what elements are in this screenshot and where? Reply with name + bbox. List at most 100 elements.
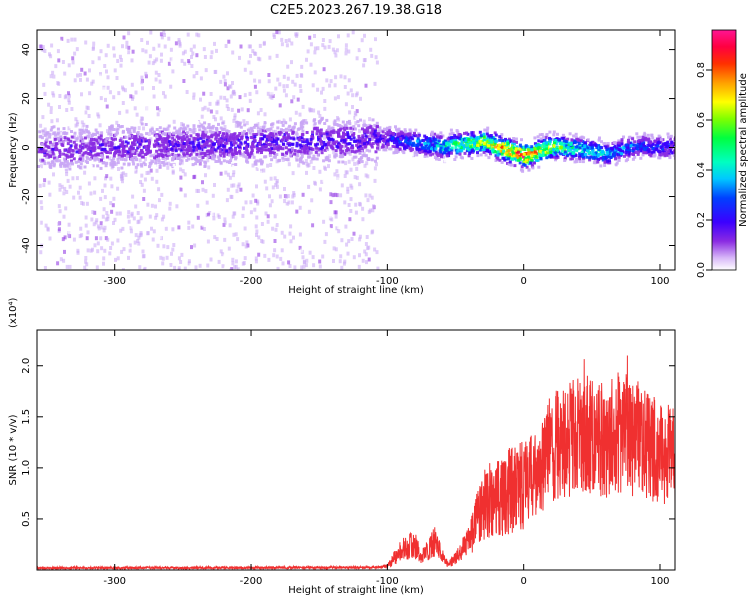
heat-cell — [254, 224, 258, 229]
heat-cell — [273, 248, 277, 253]
heat-cell — [55, 148, 58, 152]
heat-cell — [287, 126, 291, 131]
heat-cell — [158, 235, 162, 240]
heat-cell — [665, 151, 669, 155]
heat-cell — [429, 139, 433, 143]
heat-cell — [336, 141, 340, 145]
heat-cell — [221, 151, 225, 155]
heat-cell — [190, 245, 193, 250]
heat-cell — [529, 161, 533, 165]
heat-cell — [357, 147, 361, 151]
heat-cell — [572, 151, 576, 155]
heat-cell — [230, 148, 234, 152]
heat-cell — [133, 155, 137, 159]
heat-cell — [337, 117, 341, 122]
heat-cell — [179, 148, 183, 152]
heat-cell — [127, 50, 131, 55]
heat-cell — [86, 156, 89, 160]
heat-cell — [146, 202, 150, 207]
heat-cell — [598, 145, 602, 149]
heat-cell — [346, 251, 350, 256]
heat-cell — [669, 144, 673, 148]
heat-cell — [162, 223, 166, 227]
heat-cell — [217, 137, 221, 141]
heat-cell — [360, 156, 364, 159]
heat-cell — [121, 140, 124, 144]
heat-cell — [329, 144, 333, 148]
heat-cell — [462, 143, 466, 147]
heat-cell — [358, 128, 362, 133]
heat-cell — [341, 160, 345, 164]
heat-cell — [274, 117, 278, 121]
heat-cell — [85, 201, 89, 206]
heat-cell — [104, 141, 108, 145]
heat-cell — [141, 86, 144, 91]
heat-cell — [92, 138, 96, 141]
heat-cell — [561, 133, 565, 137]
heat-cell — [272, 35, 276, 39]
heat-cell — [323, 239, 327, 244]
heat-cell — [254, 120, 258, 125]
heat-cell — [273, 214, 277, 219]
heat-cell — [385, 128, 389, 131]
heat-cell — [370, 53, 374, 58]
heat-cell — [86, 230, 90, 235]
heat-cell — [343, 85, 347, 89]
heat-cell — [414, 150, 418, 154]
heat-cell — [189, 263, 193, 268]
heat-cell — [164, 226, 168, 231]
heat-cell — [155, 128, 159, 131]
heat-cell — [327, 164, 330, 169]
heat-cell — [99, 49, 103, 54]
heat-cell — [476, 147, 480, 151]
heat-cell — [537, 152, 541, 156]
heat-cell — [256, 126, 260, 130]
heat-cell — [116, 127, 120, 131]
heat-cell — [275, 159, 279, 164]
heat-cell — [498, 143, 502, 147]
heat-cell — [52, 164, 56, 168]
heat-cell — [409, 130, 413, 134]
heat-cell — [500, 160, 504, 164]
heat-cell — [657, 134, 661, 138]
heat-cell — [567, 148, 571, 152]
heat-cell — [70, 130, 73, 133]
heat-cell — [388, 147, 392, 151]
heat-cell — [321, 38, 325, 42]
heat-cell — [456, 136, 460, 140]
heat-cell — [517, 158, 521, 162]
heat-cell — [201, 156, 205, 159]
heat-cell — [553, 148, 557, 151]
heat-cell — [396, 150, 400, 154]
heat-cell — [478, 130, 482, 134]
heat-cell — [55, 137, 59, 141]
heat-cell — [85, 124, 89, 128]
heat-cell — [295, 73, 299, 78]
heat-cell — [580, 150, 584, 154]
heat-cell — [431, 143, 435, 147]
heat-cell — [229, 159, 233, 162]
x-tick-label: -300 — [103, 576, 126, 587]
heat-cell — [66, 178, 70, 183]
heat-cell — [70, 159, 73, 163]
heat-cell — [303, 147, 306, 151]
heat-cell — [551, 148, 555, 152]
heat-cell — [450, 148, 454, 152]
heat-cell — [126, 245, 130, 250]
heat-cell — [89, 142, 93, 146]
heat-cell — [418, 151, 422, 154]
heat-cell — [533, 136, 537, 140]
heat-cell — [144, 74, 148, 79]
heat-cell — [328, 115, 332, 120]
heat-cell — [223, 217, 227, 222]
heat-cell — [197, 124, 201, 128]
heat-cell — [130, 134, 134, 137]
heat-cell — [222, 136, 226, 140]
heat-cell — [300, 73, 304, 78]
heat-cell — [138, 158, 142, 163]
heat-cell — [74, 123, 78, 128]
heat-cell — [346, 33, 350, 38]
heat-cell — [77, 181, 81, 185]
heat-cell — [302, 259, 306, 264]
heat-cell — [100, 225, 104, 230]
